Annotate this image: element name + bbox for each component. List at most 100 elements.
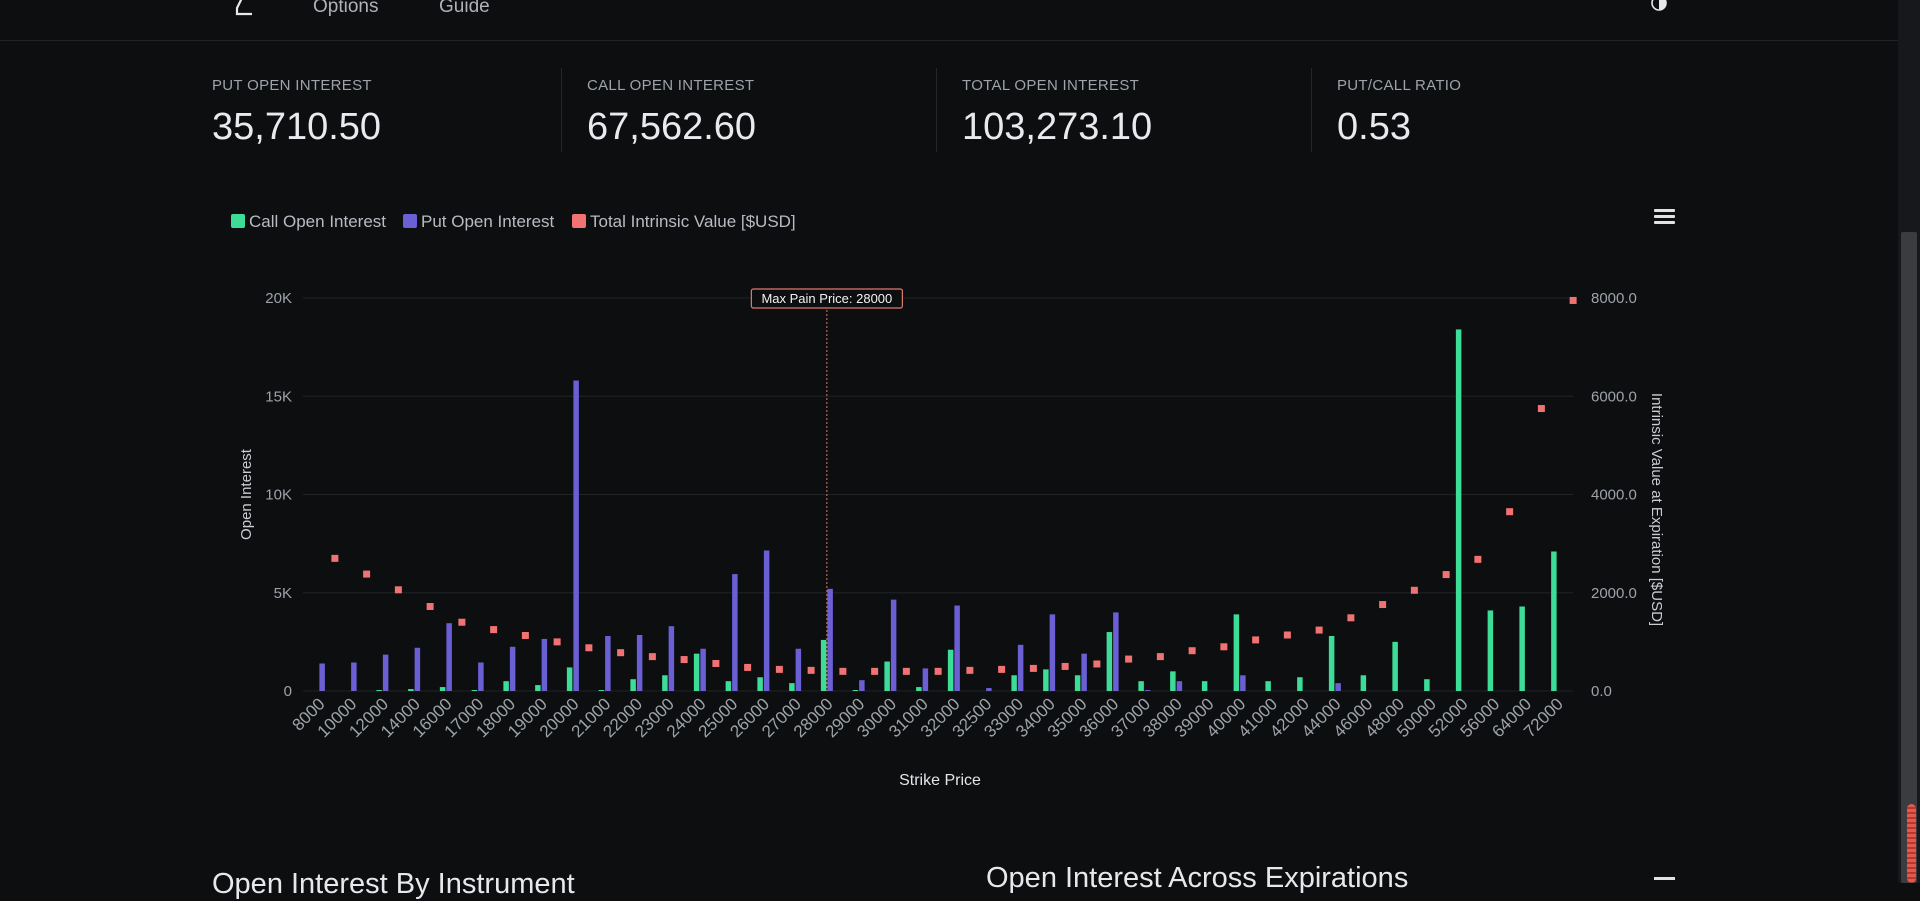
stat-value: 67,562.60 [587, 106, 757, 148]
intrinsic-value-point [394, 586, 402, 594]
put-bar [636, 634, 643, 691]
intrinsic-value-point [934, 667, 942, 675]
call-bar [630, 679, 636, 691]
call-bar [1424, 679, 1430, 691]
stat-total-open-interest: TOTAL OPEN INTEREST 103,273.10 [936, 68, 1297, 152]
stat-call-open-interest: CALL OPEN INTEREST 67,562.60 [561, 68, 947, 152]
y2-tick-label: 4000.0 [1591, 487, 1637, 504]
y-axis-title: Open Interest [238, 448, 255, 540]
call-bar [535, 685, 541, 691]
intrinsic-value-point [1220, 643, 1228, 651]
nav-options[interactable]: Options [313, 0, 379, 17]
call-bar [1138, 681, 1144, 691]
intrinsic-value-point [1125, 655, 1133, 663]
call-bar [471, 690, 478, 691]
put-bar [605, 635, 611, 691]
put-bar [1081, 653, 1087, 691]
intrinsic-value-point [966, 666, 974, 674]
y2-tick-label: 8000.0 [1591, 290, 1637, 307]
call-bar [376, 690, 382, 691]
put-bar [414, 647, 421, 691]
put-bar [859, 680, 865, 691]
y2-tick-label: 6000.0 [1591, 388, 1637, 405]
call-bar [1170, 671, 1176, 691]
intrinsic-value-point [902, 667, 910, 675]
put-bar [1113, 612, 1119, 691]
put-bar [700, 648, 706, 691]
hamburger-menu-icon[interactable] [1654, 877, 1676, 883]
call-bar [947, 649, 954, 691]
section-title-right: Open Interest Across Expirations [986, 862, 1409, 894]
section-title-left: Open Interest By Instrument [212, 868, 575, 900]
x-axis-title: Strike Price [899, 772, 981, 789]
call-bar [725, 681, 732, 691]
call-bar [566, 667, 573, 691]
stat-label: PUT/CALL RATIO [1337, 77, 1462, 94]
hamburger-menu-icon[interactable] [1654, 207, 1676, 225]
call-bar [439, 687, 446, 691]
call-bar [852, 690, 859, 691]
y-tick-label: 20K [265, 290, 292, 307]
call-bar [789, 683, 795, 691]
nav-guide[interactable]: Guide [439, 0, 490, 17]
scrollbar-thumb[interactable] [1901, 232, 1917, 883]
call-bar [1106, 632, 1113, 691]
intrinsic-value-point [585, 644, 593, 652]
intrinsic-value-point [648, 653, 656, 661]
call-bar [1074, 675, 1081, 691]
call-bar [1487, 610, 1494, 691]
floating-action-icon[interactable] [1907, 804, 1916, 883]
call-bar [884, 661, 890, 691]
intrinsic-value-point [1506, 508, 1514, 516]
call-bar [1233, 614, 1240, 691]
intrinsic-value-point [1474, 555, 1482, 563]
call-bar [1011, 675, 1017, 691]
y-tick-label: 15K [265, 388, 292, 405]
y-tick-label: 10K [265, 487, 292, 504]
intrinsic-value-point [1156, 653, 1164, 661]
put-bar [827, 588, 833, 691]
intrinsic-value-point [839, 667, 847, 675]
intrinsic-value-point [1537, 405, 1545, 413]
call-bar [598, 690, 605, 691]
intrinsic-value-point [1379, 601, 1387, 609]
intrinsic-value-point [521, 631, 529, 639]
put-bar [1049, 614, 1056, 691]
intrinsic-value-point [1442, 571, 1450, 579]
put-bar [922, 668, 929, 691]
y2-axis-title: Intrinsic Value at Expiration [$USD] [1648, 393, 1665, 626]
intrinsic-value-point [617, 649, 625, 657]
intrinsic-value-point [1315, 626, 1323, 634]
intrinsic-value-point [871, 667, 879, 675]
legend-swatch [572, 214, 586, 228]
y-tick-label: 0 [284, 683, 292, 700]
put-bar [954, 605, 960, 691]
put-bar [1144, 690, 1151, 691]
put-bar [795, 648, 802, 691]
call-bar [1043, 669, 1049, 691]
put-bar [541, 638, 548, 691]
put-bar [986, 688, 992, 691]
legend-call-open-interest[interactable]: Call Open Interest [231, 212, 386, 232]
max-pain-label: Max Pain Price: 28000 [761, 291, 892, 306]
intrinsic-value-point [712, 659, 720, 667]
y-tick-label: 5K [274, 585, 292, 602]
call-bar [1519, 606, 1525, 691]
call-bar [662, 675, 668, 691]
logo-icon[interactable] [234, 0, 254, 16]
legend-put-open-interest[interactable]: Put Open Interest [403, 212, 554, 232]
intrinsic-value-point [363, 570, 371, 578]
call-bar [916, 687, 922, 691]
put-bar [1335, 683, 1341, 691]
put-bar [668, 626, 675, 691]
intrinsic-value-point [680, 656, 688, 664]
theme-toggle-icon[interactable] [1651, 0, 1667, 11]
legend-total-intrinsic-value[interactable]: Total Intrinsic Value [$USD] [572, 212, 796, 232]
call-bar [1360, 675, 1367, 691]
put-bar [446, 623, 452, 691]
intrinsic-value-point [1029, 664, 1037, 672]
legend-swatch [403, 214, 417, 228]
intrinsic-value-point [775, 665, 783, 673]
call-bar [693, 653, 700, 691]
put-bar [763, 550, 770, 691]
